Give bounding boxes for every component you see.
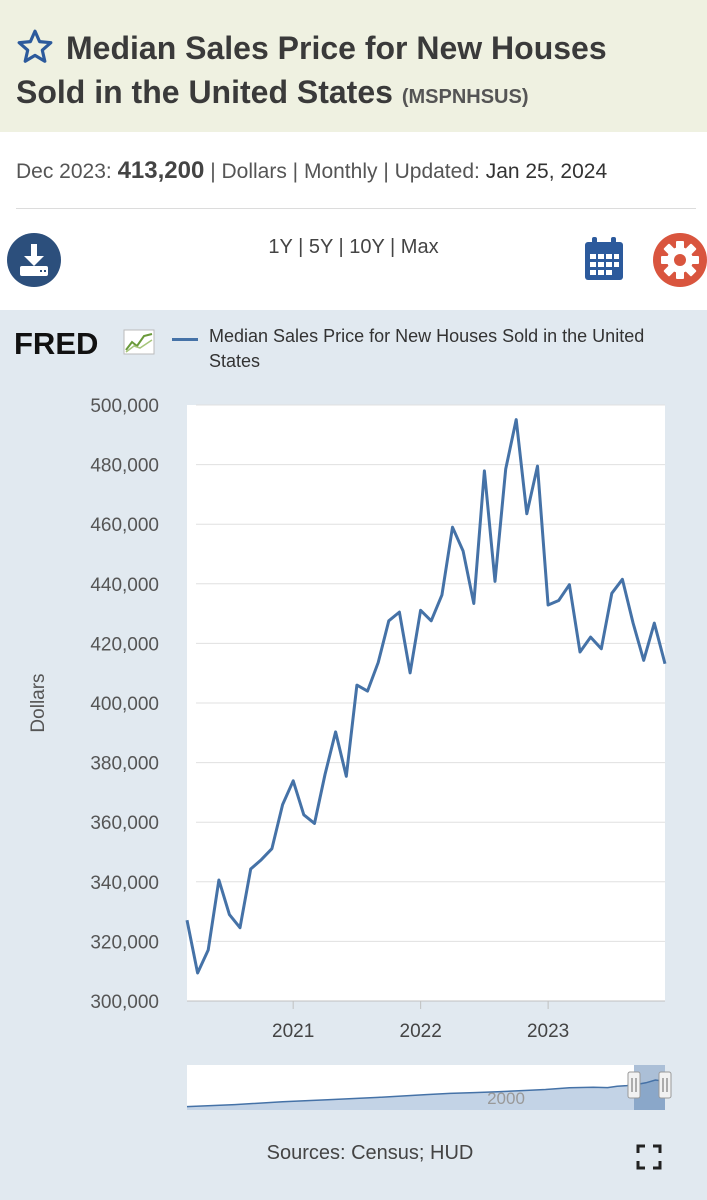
latest-observation: Dec 2023: 413,200 | Dollars | Monthly | … [16, 157, 607, 185]
data-point[interactable] [546, 603, 550, 607]
data-point[interactable] [642, 658, 646, 662]
plot-left-band [187, 405, 196, 1001]
data-point[interactable] [620, 577, 624, 581]
data-point[interactable] [536, 464, 540, 468]
data-point[interactable] [365, 689, 369, 693]
y-tick-label: 420,000 [90, 634, 159, 655]
data-point[interactable] [472, 601, 476, 605]
navigator-handle-right[interactable] [658, 1071, 672, 1099]
data-point[interactable] [451, 525, 455, 529]
data-point[interactable] [663, 662, 667, 666]
latest-value: 413,200 [117, 157, 205, 184]
y-tick-label: 300,000 [90, 992, 159, 1013]
data-point[interactable] [482, 469, 486, 473]
data-point[interactable] [578, 650, 582, 654]
data-point[interactable] [344, 774, 348, 778]
data-point[interactable] [249, 867, 253, 871]
series-id: (MSPNHSUS) [401, 86, 529, 108]
data-point[interactable] [599, 647, 603, 651]
calendar-icon[interactable] [583, 236, 625, 282]
range-max[interactable]: Max [400, 236, 439, 258]
fullscreen-icon[interactable] [636, 1144, 662, 1170]
data-point[interactable] [440, 593, 444, 597]
data-point[interactable] [334, 730, 338, 734]
data-point[interactable] [196, 971, 200, 975]
y-tick-label: 340,000 [90, 873, 159, 894]
y-tick-label: 380,000 [90, 754, 159, 775]
x-tick-label: 2023 [527, 1021, 569, 1042]
updated-date: Jan 25, 2024 [485, 160, 608, 183]
gear-icon[interactable] [652, 232, 707, 288]
data-point[interactable] [238, 926, 242, 930]
x-tick-label: 2021 [272, 1021, 314, 1042]
data-point[interactable] [557, 598, 561, 602]
data-point[interactable] [525, 512, 529, 516]
data-point[interactable] [302, 813, 306, 817]
meta-details: | Dollars | Monthly | Updated: [210, 160, 480, 183]
data-point[interactable] [567, 583, 571, 587]
navigator-label: 2000 [487, 1089, 525, 1108]
y-tick-label: 480,000 [90, 456, 159, 477]
legend-label[interactable]: Median Sales Price for New Houses Sold i… [209, 326, 645, 371]
data-point[interactable] [589, 635, 593, 639]
data-point[interactable] [652, 621, 656, 625]
y-tick-label: 360,000 [90, 813, 159, 834]
data-point[interactable] [323, 773, 327, 777]
data-point[interactable] [185, 918, 189, 922]
data-point[interactable] [419, 608, 423, 612]
series-line [185, 418, 667, 975]
y-tick-label: 400,000 [90, 694, 159, 715]
favorite-star-icon[interactable] [16, 28, 54, 66]
data-point[interactable] [281, 803, 285, 807]
data-point[interactable] [514, 418, 518, 422]
y-tick-label: 440,000 [90, 575, 159, 596]
y-tick-label: 460,000 [90, 515, 159, 536]
y-tick-label: 320,000 [90, 932, 159, 953]
date-range-selector: 1Y | 5Y | 10Y | Max [268, 236, 439, 258]
data-point[interactable] [227, 913, 231, 917]
range-5y[interactable]: 5Y [308, 236, 333, 258]
data-point[interactable] [610, 591, 614, 595]
data-point[interactable] [217, 878, 221, 882]
data-point[interactable] [408, 671, 412, 675]
date-label: Dec 2023: [16, 160, 112, 183]
navigator-handle-left[interactable] [627, 1071, 641, 1099]
data-point[interactable] [493, 579, 497, 583]
page-title: Median Sales Price for New Houses Sold i… [16, 26, 676, 119]
divider [16, 208, 696, 209]
y-tick-label: 500,000 [90, 396, 159, 417]
download-icon[interactable] [6, 232, 62, 288]
data-point[interactable] [504, 467, 508, 471]
data-point[interactable] [259, 858, 263, 862]
data-point[interactable] [429, 619, 433, 623]
data-point[interactable] [312, 821, 316, 825]
data-point[interactable] [631, 621, 635, 625]
data-point[interactable] [270, 847, 274, 851]
range-10y[interactable]: 10Y [349, 236, 385, 258]
range-1y[interactable]: 1Y [268, 236, 293, 258]
title-bar: Median Sales Price for New Houses Sold i… [0, 0, 707, 132]
data-point[interactable] [355, 683, 359, 687]
fred-logo-text: FRED [14, 326, 98, 358]
fred-logo: FRED [14, 326, 155, 358]
legend-swatch [172, 338, 198, 341]
data-point[interactable] [461, 549, 465, 553]
x-tick-label: 2022 [400, 1021, 442, 1042]
data-point[interactable] [397, 610, 401, 614]
data-point[interactable] [387, 619, 391, 623]
data-point[interactable] [291, 779, 295, 783]
series-title: Median Sales Price for New Houses Sold i… [16, 30, 607, 110]
data-point[interactable] [206, 948, 210, 952]
sources-text: Sources: Census; HUD [266, 1142, 474, 1164]
data-point[interactable] [376, 660, 380, 664]
